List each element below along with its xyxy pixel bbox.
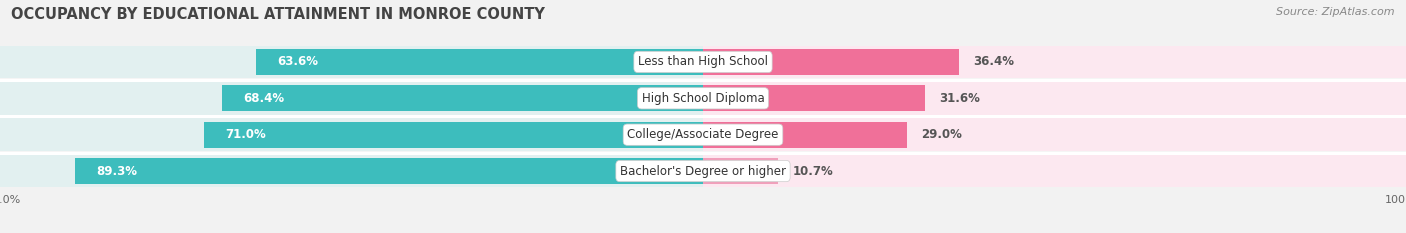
Bar bbox=[703, 118, 1406, 151]
Bar bbox=[0, 82, 703, 115]
Text: 68.4%: 68.4% bbox=[243, 92, 284, 105]
Text: 31.6%: 31.6% bbox=[939, 92, 980, 105]
Bar bbox=[0, 155, 703, 187]
Bar bbox=[703, 85, 925, 111]
Text: Bachelor's Degree or higher: Bachelor's Degree or higher bbox=[620, 164, 786, 178]
Bar bbox=[76, 158, 703, 184]
Bar bbox=[0, 46, 1406, 78]
Text: Source: ZipAtlas.com: Source: ZipAtlas.com bbox=[1277, 7, 1395, 17]
Text: OCCUPANCY BY EDUCATIONAL ATTAINMENT IN MONROE COUNTY: OCCUPANCY BY EDUCATIONAL ATTAINMENT IN M… bbox=[11, 7, 546, 22]
Bar bbox=[0, 82, 1406, 114]
Text: High School Diploma: High School Diploma bbox=[641, 92, 765, 105]
Bar bbox=[703, 46, 1406, 78]
Bar bbox=[256, 49, 703, 75]
Text: College/Associate Degree: College/Associate Degree bbox=[627, 128, 779, 141]
Bar bbox=[703, 82, 1406, 115]
Bar bbox=[0, 118, 703, 151]
Text: 10.7%: 10.7% bbox=[793, 164, 832, 178]
Bar bbox=[703, 49, 959, 75]
Text: Less than High School: Less than High School bbox=[638, 55, 768, 69]
Text: 29.0%: 29.0% bbox=[921, 128, 962, 141]
Bar bbox=[0, 155, 1406, 187]
Text: 89.3%: 89.3% bbox=[97, 164, 138, 178]
Bar bbox=[204, 122, 703, 148]
Text: 36.4%: 36.4% bbox=[973, 55, 1014, 69]
Text: 71.0%: 71.0% bbox=[225, 128, 266, 141]
Text: 63.6%: 63.6% bbox=[277, 55, 318, 69]
Bar bbox=[703, 122, 907, 148]
Bar bbox=[222, 85, 703, 111]
Bar bbox=[703, 155, 1406, 187]
Bar bbox=[0, 119, 1406, 151]
Bar bbox=[0, 46, 703, 78]
Bar bbox=[703, 158, 779, 184]
